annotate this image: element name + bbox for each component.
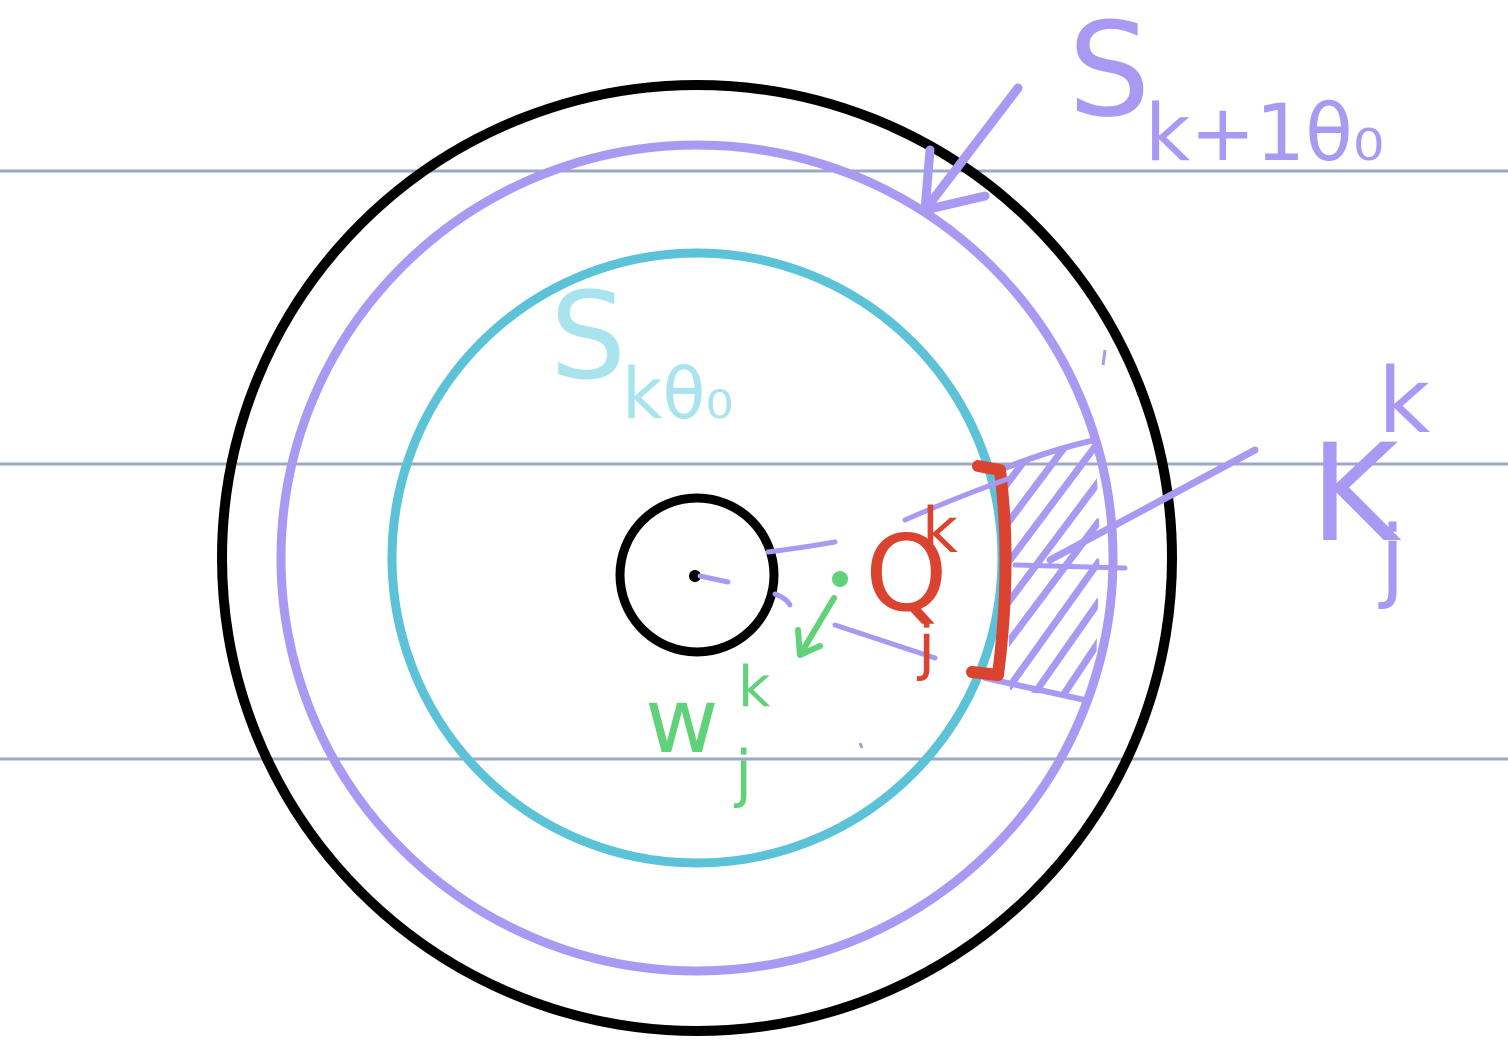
q-label-sub: j — [916, 610, 935, 683]
outer-shell-label-sub: k+1θ₀ — [1145, 89, 1384, 179]
w-label: w k j — [645, 655, 771, 810]
k-label: K k j — [1310, 349, 1430, 612]
w-point — [832, 571, 848, 587]
inner-shell-label: S kθ₀ — [550, 268, 733, 435]
hatched-region-mid-edge — [1012, 562, 1128, 571]
w-label-main: w — [645, 669, 719, 774]
k-label-sub: j — [1378, 507, 1405, 612]
outer-shell-label-main: S — [1068, 0, 1151, 146]
hatched-region — [1005, 440, 1100, 700]
connector-line-q-top — [902, 475, 1013, 523]
outer-shell-circle — [276, 140, 1118, 976]
q-bracket — [966, 460, 1012, 681]
w-arrow — [795, 595, 837, 658]
k-label-main: K — [1310, 415, 1402, 572]
k-pointer-line — [1046, 446, 1259, 564]
stray-mark-1 — [1101, 349, 1107, 366]
outer-shell-label: S k+1θ₀ — [1068, 0, 1384, 179]
q-label-main: Q — [865, 513, 948, 635]
outer-shell-arrow — [920, 83, 1023, 215]
q-label-sup: k — [922, 494, 958, 567]
outer-black-circle — [217, 80, 1177, 1036]
hatched-region-top-edge — [997, 437, 1098, 473]
connector-line-small — [772, 591, 793, 608]
inner-shell-label-sub: kθ₀ — [622, 353, 733, 435]
k-label-sup: k — [1378, 349, 1430, 454]
w-label-sup: k — [738, 655, 771, 720]
stray-mark-2 — [858, 742, 864, 749]
connector-line-center — [697, 573, 731, 585]
q-label: Q k j — [865, 494, 958, 683]
inner-black-circle — [615, 493, 779, 657]
connector-line-top — [765, 539, 838, 555]
connector-line-q-bottom — [832, 622, 938, 661]
center-point — [689, 570, 701, 582]
w-label-sub: j — [733, 737, 752, 810]
inner-shell-label-main: S — [550, 268, 626, 407]
